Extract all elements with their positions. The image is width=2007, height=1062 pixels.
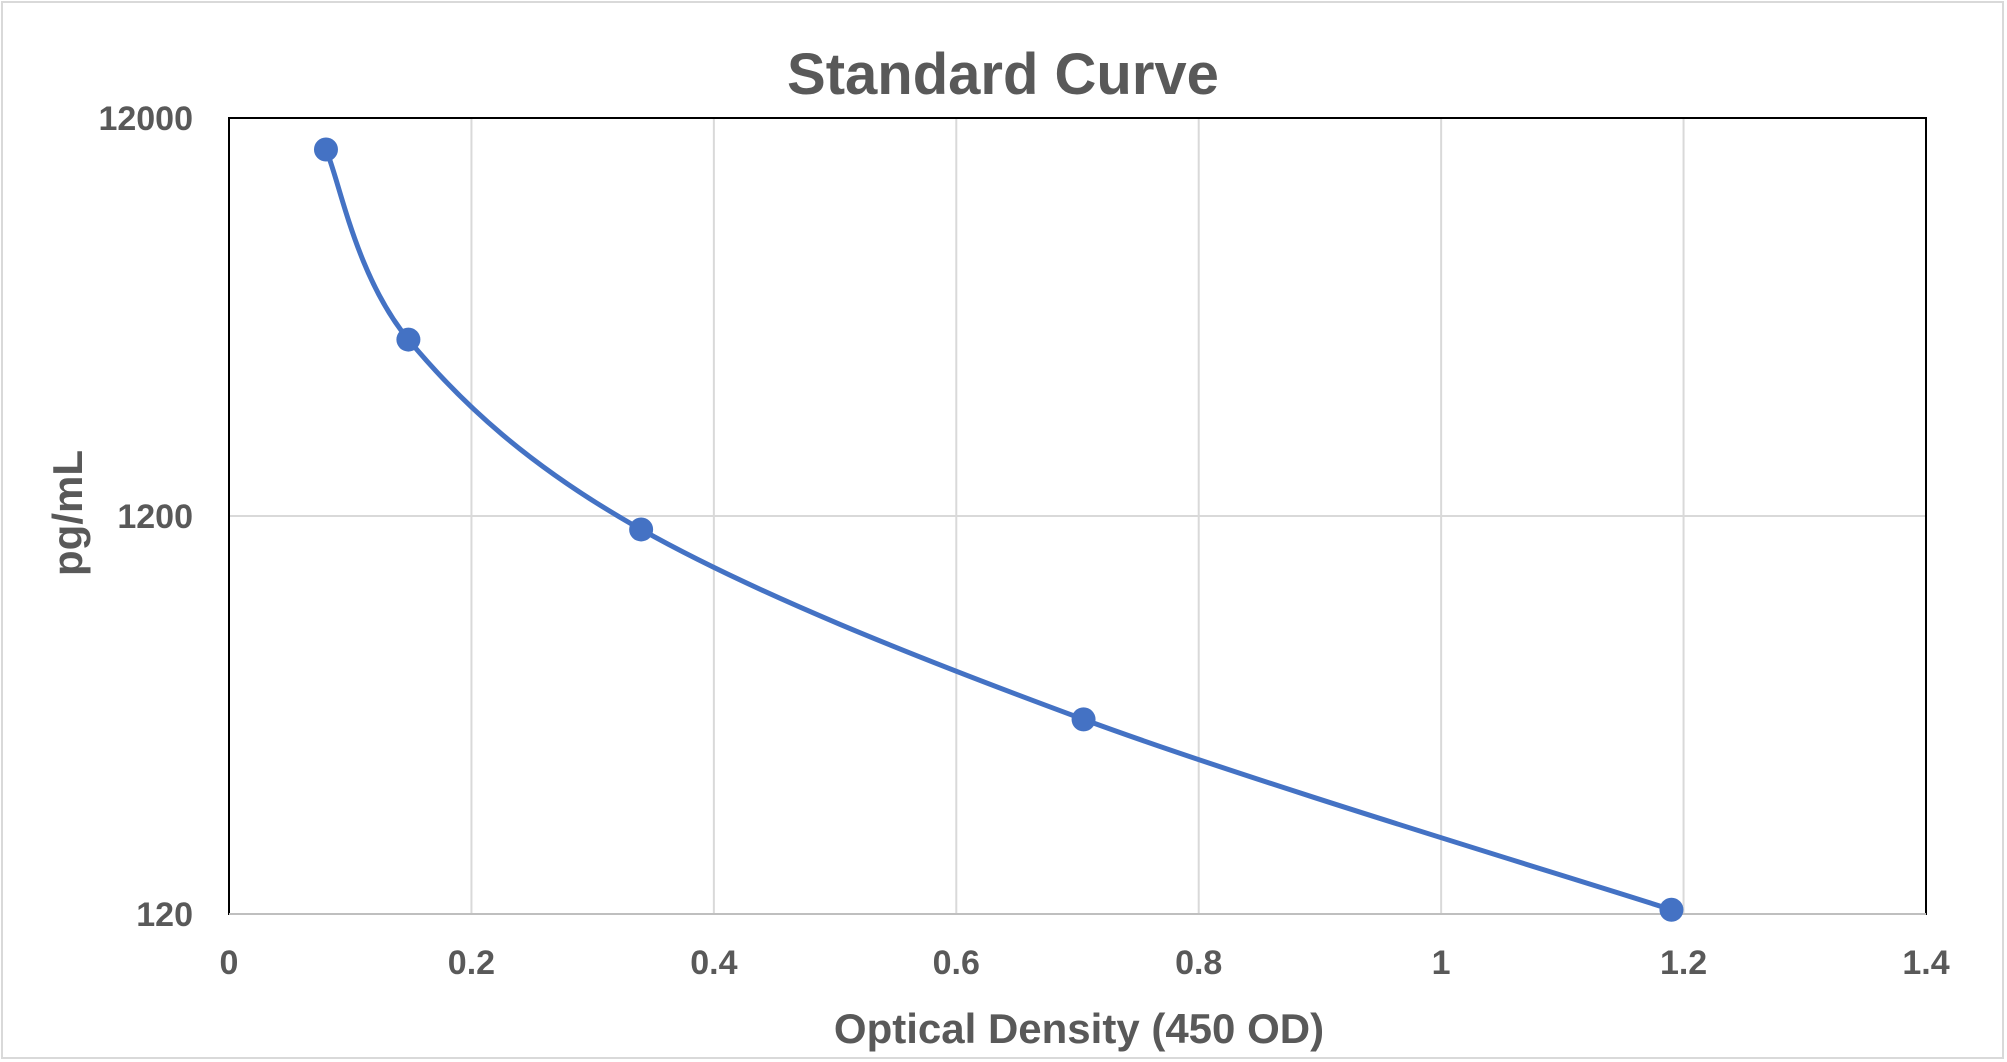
series-line [323, 147, 1674, 913]
series-layer [313, 137, 1684, 922]
data-point [1071, 707, 1096, 732]
x-tick-label: 0.8 [1175, 944, 1222, 982]
x-axis-title: Optical Density (450 OD) [834, 1005, 1324, 1052]
data-point [1659, 897, 1684, 922]
y-axis-title: pg/mL [44, 450, 91, 576]
data-point [396, 327, 421, 352]
y-tick-label: 1200 [117, 498, 193, 536]
x-tick-label: 0.4 [690, 944, 737, 982]
x-tick-label: 1.2 [1660, 944, 1707, 982]
x-tick-label: 1.4 [1902, 944, 1949, 982]
y-tick-label: 120 [136, 896, 193, 934]
x-tick-label: 1 [1432, 944, 1451, 982]
x-tick-label: 0 [220, 944, 239, 982]
data-point [313, 137, 338, 162]
data-point [629, 517, 654, 542]
x-tick-label: 0.2 [448, 944, 495, 982]
gridlines [229, 118, 1926, 914]
chart-title: Standard Curve [787, 42, 1219, 107]
x-axis-ticks: 0 0.2 0.4 0.6 0.8 1 1.2 1.4 [220, 944, 1950, 982]
y-axis-ticks: 120 1200 12000 [98, 100, 193, 934]
x-tick-label: 0.6 [933, 944, 980, 982]
y-tick-label: 12000 [98, 100, 193, 138]
